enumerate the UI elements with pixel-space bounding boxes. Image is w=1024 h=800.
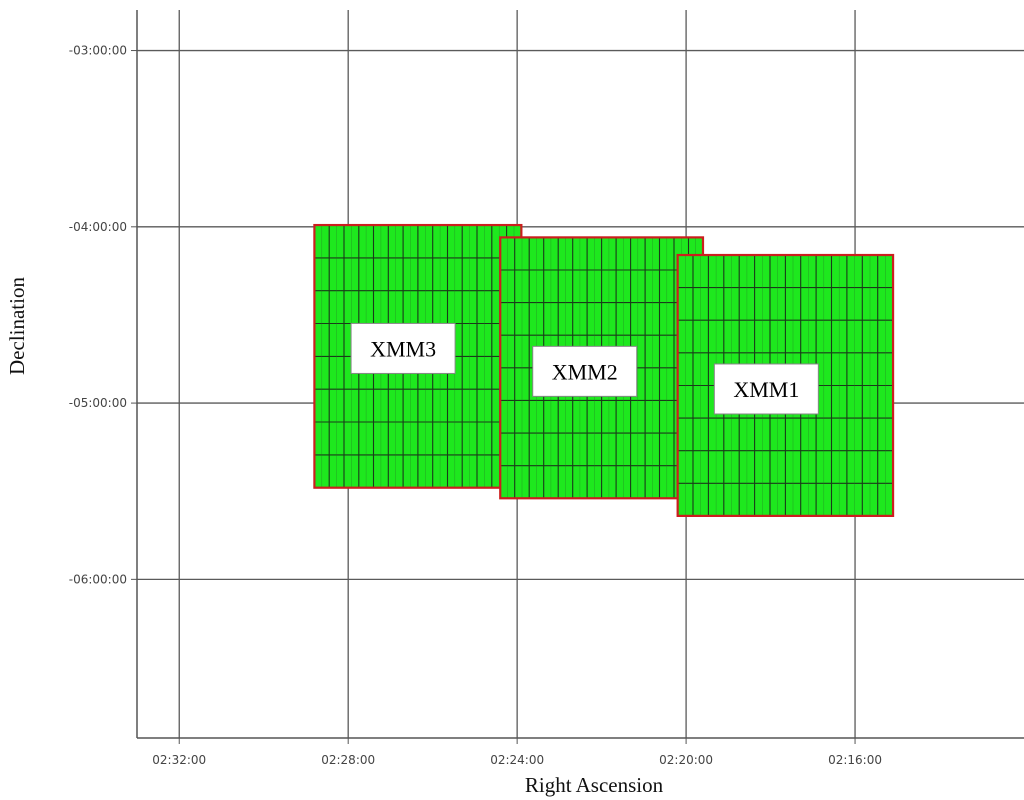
field-xmm1-outline — [676, 253, 895, 517]
x-axis-title: Right Ascension — [525, 773, 664, 797]
x-tick-label-1: 02:28:00 — [321, 753, 375, 767]
x-tick-label-4: 02:16:00 — [828, 753, 882, 767]
field-labels: XMM3 XMM2 XMM1 — [350, 322, 819, 415]
tick-labels: 02:32:00 02:28:00 02:24:00 02:20:00 02:16:00… — [69, 44, 882, 767]
x-tick-label-2: 02:24:00 — [490, 753, 544, 767]
field-xmm1 — [676, 253, 895, 517]
field-label-xmm1: XMM1 — [733, 377, 799, 402]
field-label-box-xmm3 — [350, 322, 456, 374]
y-tick-label-2: -05:00:00 — [69, 396, 127, 410]
x-tick-label-3: 02:20:00 — [659, 753, 713, 767]
field-label-box-xmm1 — [713, 363, 819, 415]
field-label-box-xmm2 — [532, 345, 638, 397]
field-label-xmm3: XMM3 — [370, 336, 436, 361]
field-label-xmm2: XMM2 — [552, 359, 618, 384]
y-tick-label-3: -06:00:00 — [69, 572, 127, 586]
x-tick-label-0: 02:32:00 — [152, 753, 206, 767]
y-tick-label-1: -04:00:00 — [69, 220, 127, 234]
y-tick-label-0: -03:00:00 — [69, 44, 127, 58]
y-axis-title: Declination — [5, 277, 29, 375]
